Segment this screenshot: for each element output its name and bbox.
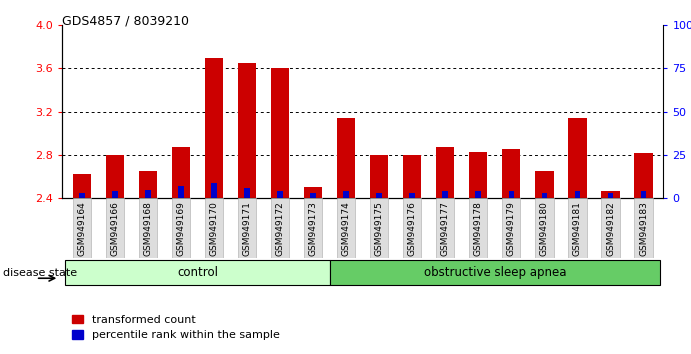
- Bar: [634, 153, 652, 198]
- Text: GSM949178: GSM949178: [474, 201, 483, 256]
- Bar: [271, 68, 290, 198]
- Bar: [502, 149, 520, 198]
- Bar: [641, 191, 647, 198]
- FancyBboxPatch shape: [330, 260, 660, 285]
- Bar: [139, 171, 157, 198]
- Legend: transformed count, percentile rank within the sample: transformed count, percentile rank withi…: [68, 310, 285, 345]
- Bar: [178, 186, 184, 198]
- FancyBboxPatch shape: [436, 198, 455, 258]
- Bar: [469, 152, 487, 198]
- Text: GSM949182: GSM949182: [606, 201, 615, 256]
- Bar: [337, 118, 355, 198]
- Bar: [310, 193, 316, 198]
- FancyBboxPatch shape: [536, 198, 553, 258]
- Text: GSM949180: GSM949180: [540, 201, 549, 256]
- Text: GSM949166: GSM949166: [111, 201, 120, 256]
- Bar: [145, 189, 151, 198]
- Text: disease state: disease state: [3, 268, 77, 278]
- Text: GSM949164: GSM949164: [77, 201, 86, 256]
- Bar: [601, 191, 620, 198]
- Bar: [112, 191, 118, 198]
- Text: control: control: [177, 266, 218, 279]
- FancyBboxPatch shape: [139, 198, 157, 258]
- Bar: [542, 193, 547, 198]
- Text: GSM949179: GSM949179: [507, 201, 516, 256]
- Bar: [370, 155, 388, 198]
- FancyBboxPatch shape: [304, 198, 322, 258]
- Bar: [304, 187, 322, 198]
- Bar: [436, 147, 455, 198]
- Text: GDS4857 / 8039210: GDS4857 / 8039210: [62, 14, 189, 27]
- Bar: [509, 191, 514, 198]
- FancyBboxPatch shape: [106, 198, 124, 258]
- Text: GSM949175: GSM949175: [375, 201, 384, 256]
- Bar: [205, 58, 223, 198]
- Bar: [475, 191, 482, 198]
- Bar: [73, 175, 91, 198]
- Bar: [172, 147, 190, 198]
- Text: GSM949173: GSM949173: [309, 201, 318, 256]
- Text: GSM949170: GSM949170: [209, 201, 218, 256]
- Bar: [238, 63, 256, 198]
- FancyBboxPatch shape: [73, 198, 91, 258]
- Bar: [442, 191, 448, 198]
- FancyBboxPatch shape: [370, 198, 388, 258]
- Text: GSM949176: GSM949176: [408, 201, 417, 256]
- Text: GSM949181: GSM949181: [573, 201, 582, 256]
- Text: obstructive sleep apnea: obstructive sleep apnea: [424, 266, 566, 279]
- Text: GSM949168: GSM949168: [144, 201, 153, 256]
- FancyBboxPatch shape: [634, 198, 652, 258]
- Bar: [607, 193, 614, 198]
- Text: GSM949169: GSM949169: [177, 201, 186, 256]
- Bar: [79, 193, 85, 198]
- FancyBboxPatch shape: [238, 198, 256, 258]
- Text: GSM949172: GSM949172: [276, 201, 285, 256]
- Text: GSM949177: GSM949177: [441, 201, 450, 256]
- Text: GSM949174: GSM949174: [342, 201, 351, 256]
- FancyBboxPatch shape: [66, 260, 330, 285]
- FancyBboxPatch shape: [271, 198, 290, 258]
- Bar: [377, 193, 382, 198]
- Bar: [106, 155, 124, 198]
- FancyBboxPatch shape: [569, 198, 587, 258]
- Text: GSM949171: GSM949171: [243, 201, 252, 256]
- Bar: [569, 118, 587, 198]
- Bar: [536, 171, 553, 198]
- Bar: [404, 155, 422, 198]
- FancyBboxPatch shape: [172, 198, 190, 258]
- FancyBboxPatch shape: [205, 198, 223, 258]
- Bar: [277, 191, 283, 198]
- FancyBboxPatch shape: [601, 198, 620, 258]
- FancyBboxPatch shape: [469, 198, 487, 258]
- FancyBboxPatch shape: [502, 198, 520, 258]
- Bar: [244, 188, 250, 198]
- FancyBboxPatch shape: [337, 198, 355, 258]
- FancyBboxPatch shape: [404, 198, 422, 258]
- Bar: [575, 191, 580, 198]
- Bar: [343, 191, 349, 198]
- Bar: [211, 183, 217, 198]
- Text: GSM949183: GSM949183: [639, 201, 648, 256]
- Bar: [409, 193, 415, 198]
